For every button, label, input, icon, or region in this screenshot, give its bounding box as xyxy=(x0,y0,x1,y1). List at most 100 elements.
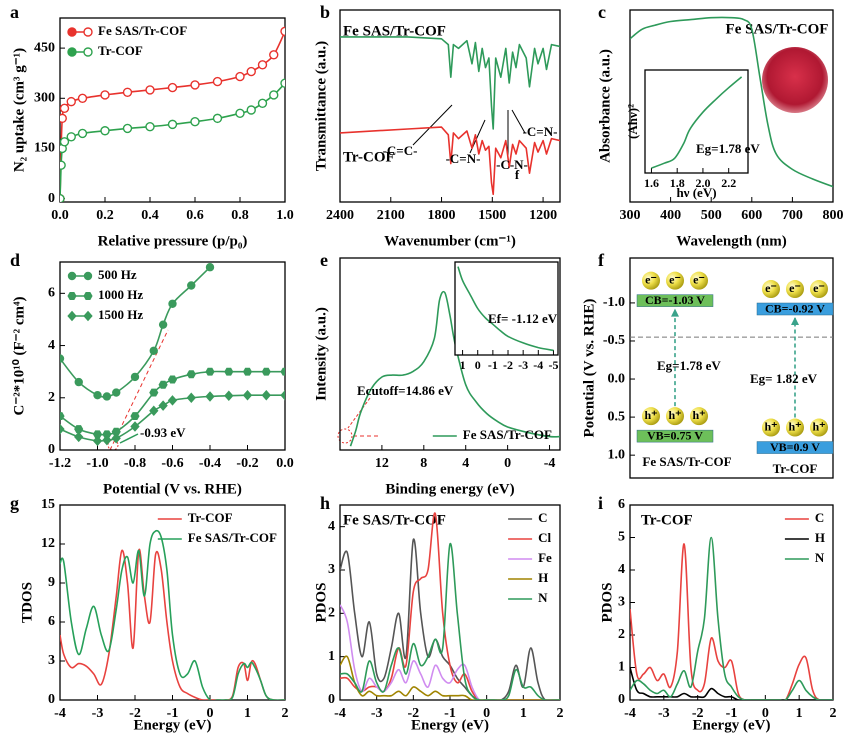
y-tick-label: 1.0 xyxy=(608,447,626,462)
data-point xyxy=(77,128,88,139)
x-tick-label: 1800 xyxy=(428,208,456,223)
series-line xyxy=(340,126,560,196)
x-tick-label: 2 xyxy=(830,706,837,721)
y-tick-label: 2 xyxy=(48,390,55,405)
x-tick-label: 0.6 xyxy=(186,208,204,223)
data-point xyxy=(66,132,76,142)
data-point xyxy=(280,78,285,88)
x-axis-label: Wavenumber (cm⁻¹) xyxy=(384,233,516,249)
hole xyxy=(642,407,660,426)
series-line xyxy=(340,36,560,130)
panel-label: c xyxy=(598,2,606,22)
material-name: Tr-COF xyxy=(773,461,818,476)
hole-label: h⁺ xyxy=(788,419,801,433)
x-tick-label: 12 xyxy=(375,456,389,471)
y-tick-label: 6 xyxy=(618,497,625,512)
y-tick-label: 0.0 xyxy=(608,371,626,386)
x-tick-label: -2 xyxy=(407,706,419,721)
x-axis-label: Relative pressure (p/p₀) xyxy=(98,233,248,249)
band-gap-label: Eg= 1.82 eV xyxy=(750,371,818,386)
data-point xyxy=(224,367,234,376)
data-point xyxy=(111,433,121,444)
electron-label: e⁻ xyxy=(765,281,777,295)
x-tick-label: -0.8 xyxy=(124,456,146,471)
legend-label: Fe xyxy=(538,550,552,565)
x-tick-label: -4 xyxy=(54,706,66,721)
series-line xyxy=(60,31,285,199)
x-tick-label: 2.0 xyxy=(695,176,710,190)
x-tick-label: 1 xyxy=(460,358,466,372)
panel-label: e xyxy=(320,250,328,270)
x-tick-label: 1 xyxy=(244,706,251,721)
legend-label: Fe SAS/Tr-COF xyxy=(188,530,277,545)
data-point xyxy=(67,310,77,322)
y-tick-label: -1.0 xyxy=(603,295,625,310)
data-point xyxy=(190,80,200,90)
x-axis-label: Binding energy (eV) xyxy=(385,481,514,497)
y-axis-label: Transmittance (a.u.) xyxy=(313,41,329,171)
x-tick-label: 1 xyxy=(520,706,527,721)
hole xyxy=(666,407,684,426)
hole xyxy=(762,418,780,437)
series-line xyxy=(60,82,285,199)
data-point xyxy=(145,122,155,132)
hole xyxy=(690,407,708,426)
legend-label: C xyxy=(815,510,824,525)
y-axis-label: Potential (V vs. RHE) xyxy=(581,299,597,438)
data-point xyxy=(83,271,93,281)
y-tick-label: 1 xyxy=(328,649,335,664)
y-tick-label: 0 xyxy=(48,692,55,707)
x-tick-label: -1 xyxy=(444,706,456,721)
data-point xyxy=(67,47,77,57)
x-tick-label: 0.0 xyxy=(51,208,69,223)
data-point xyxy=(130,412,140,420)
legend: Tr-COF Fe SAS/Tr-COF xyxy=(157,510,277,545)
chart-title: Fe SAS/Tr-COF xyxy=(343,512,446,528)
x-tick-label: -2 xyxy=(129,706,141,721)
legend-label: 1500 Hz xyxy=(98,307,143,322)
axes-frame xyxy=(629,504,834,701)
data-point xyxy=(168,299,177,308)
axes-frame xyxy=(644,69,749,174)
electron-label: e⁻ xyxy=(669,272,681,286)
x-tick-label: -2 xyxy=(503,358,513,372)
axes-frame xyxy=(339,9,561,203)
panel-label: b xyxy=(320,2,330,22)
y-axis-label: Intensity (a.u.) xyxy=(313,307,329,401)
y-tick-label: 0.5 xyxy=(608,409,626,424)
vb-label: VB=0.75 V xyxy=(647,428,703,442)
data-point xyxy=(60,354,65,363)
data-point xyxy=(100,90,110,100)
x-tick-label: 1.0 xyxy=(276,208,294,223)
vb-block xyxy=(756,441,834,454)
legend-label: 500 Hz xyxy=(98,267,137,282)
x-tick-label: 0 xyxy=(762,706,769,721)
data-point xyxy=(205,391,215,402)
annotation: -0.93 eV xyxy=(140,425,186,440)
electron xyxy=(762,280,780,299)
annotation: Ecutoff=14.86 eV xyxy=(357,383,454,398)
data-point xyxy=(190,117,200,127)
legend-label: H xyxy=(815,530,825,545)
data-point xyxy=(280,26,285,37)
data-point xyxy=(205,367,215,376)
hole-label: h⁺ xyxy=(692,408,705,422)
plot-area xyxy=(60,529,285,700)
y-tick-label: 1 xyxy=(618,660,625,675)
data-point xyxy=(100,126,110,136)
axes-frame xyxy=(454,261,559,356)
arrow-head xyxy=(671,308,679,317)
electron-label: e⁻ xyxy=(789,281,801,295)
series-line xyxy=(340,543,560,700)
electron xyxy=(690,271,708,290)
x-tick-label: 500 xyxy=(701,208,722,223)
data-point xyxy=(130,372,140,382)
x-tick-label: 0.8 xyxy=(231,208,249,223)
legend-label: 1000 Hz xyxy=(98,287,143,302)
data-point xyxy=(67,27,77,37)
data-point xyxy=(242,367,253,376)
legend-label: Tr-COF xyxy=(188,510,233,525)
axes-frame xyxy=(59,261,286,451)
series-line xyxy=(651,76,743,169)
data-point xyxy=(60,103,70,114)
